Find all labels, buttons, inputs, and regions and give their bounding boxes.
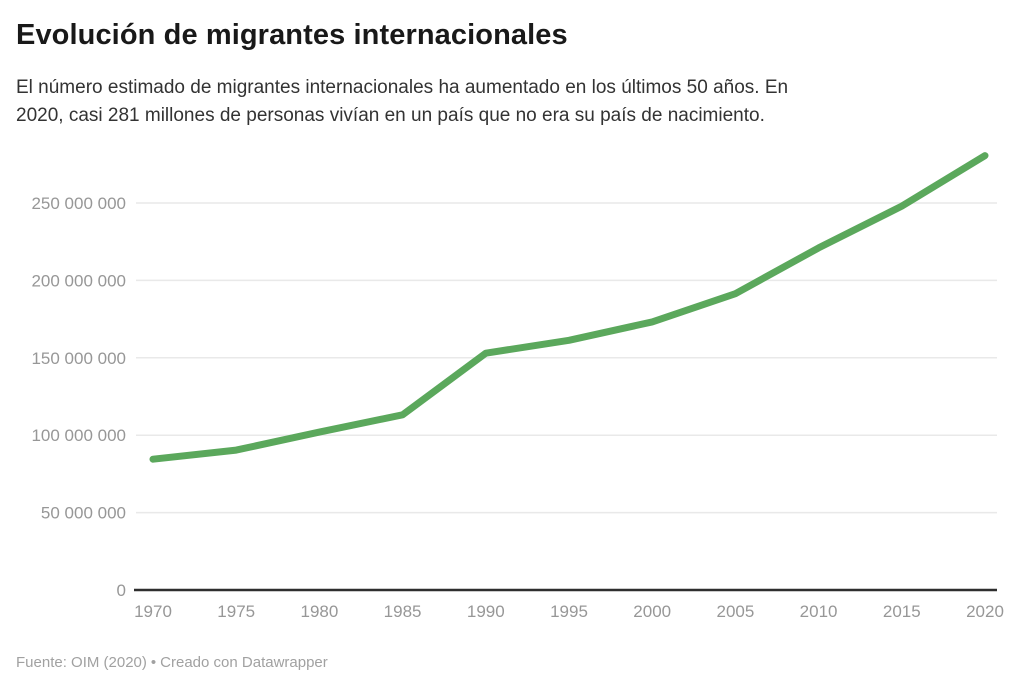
x-axis-tick-label: 2000 <box>633 602 671 621</box>
x-axis-tick-label: 1985 <box>384 602 422 621</box>
y-axis-tick-label: 250 000 000 <box>31 194 126 213</box>
x-axis-tick-label: 1970 <box>134 602 172 621</box>
x-axis-tick-label: 2015 <box>883 602 921 621</box>
chart-subtitle-line-1: El número estimado de migrantes internac… <box>16 77 789 98</box>
x-axis-tick-label: 1980 <box>300 602 338 621</box>
x-axis-tick-label: 2010 <box>800 602 838 621</box>
datawrapper-attribution-link[interactable]: Creado con Datawrapper <box>160 654 328 671</box>
x-axis-tick-label: 1995 <box>550 602 588 621</box>
x-axis-tick-label: 2005 <box>716 602 754 621</box>
chart-subtitle-line-2: 2020, casi 281 millones de personas viví… <box>16 105 765 126</box>
x-axis-tick-label: 1990 <box>467 602 505 621</box>
y-axis-tick-label: 100 000 000 <box>31 426 126 445</box>
source-text: Fuente: OIM (2020) <box>16 654 147 671</box>
x-axis-tick-label: 2020 <box>966 602 1004 621</box>
y-axis-tick-label: 150 000 000 <box>31 349 126 368</box>
chart-subtitle: El número estimado de migrantes internac… <box>16 74 788 130</box>
data-series-line <box>149 152 989 463</box>
x-axis-tick-label: 1975 <box>217 602 255 621</box>
y-axis-tick-label: 50 000 000 <box>41 504 126 523</box>
chart-title: Evolución de migrantes internacionales <box>16 19 568 51</box>
y-axis-tick-label: 200 000 000 <box>31 271 126 290</box>
y-axis-tick-label: 0 <box>117 581 126 600</box>
chart-footer: Fuente: OIM (2020) • Creado con Datawrappe… <box>16 654 328 671</box>
footer-separator: • <box>150 654 157 671</box>
